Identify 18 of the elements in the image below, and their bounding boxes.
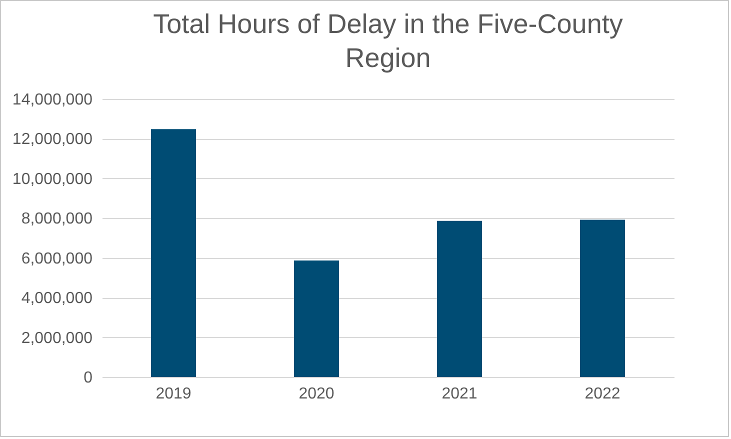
- x-tick-label: 2021: [442, 386, 478, 402]
- text: Region: [345, 43, 431, 73]
- y-tick-label: 8,000,000: [21, 210, 93, 228]
- bar: [294, 260, 339, 377]
- y-tick-label: 4,000,000: [21, 290, 93, 308]
- bar: [151, 129, 196, 377]
- y-tick-label: 0: [84, 370, 93, 386]
- bar: [580, 220, 625, 377]
- x-tick-label: 2019: [156, 386, 192, 402]
- y-tick-label: 10,000,000: [12, 170, 93, 188]
- x-tick-label: 2022: [584, 386, 620, 402]
- y-tick-label: 12,000,000: [12, 131, 93, 148]
- y-tick-label: 14,000,000: [12, 92, 93, 108]
- x-tick-label: 2020: [298, 386, 334, 402]
- bar: [437, 220, 482, 377]
- y-tick-label: 2,000,000: [21, 330, 93, 347]
- text: Total Hours of Delay in the Five-County: [153, 9, 623, 39]
- y-tick-label: 6,000,000: [21, 250, 93, 268]
